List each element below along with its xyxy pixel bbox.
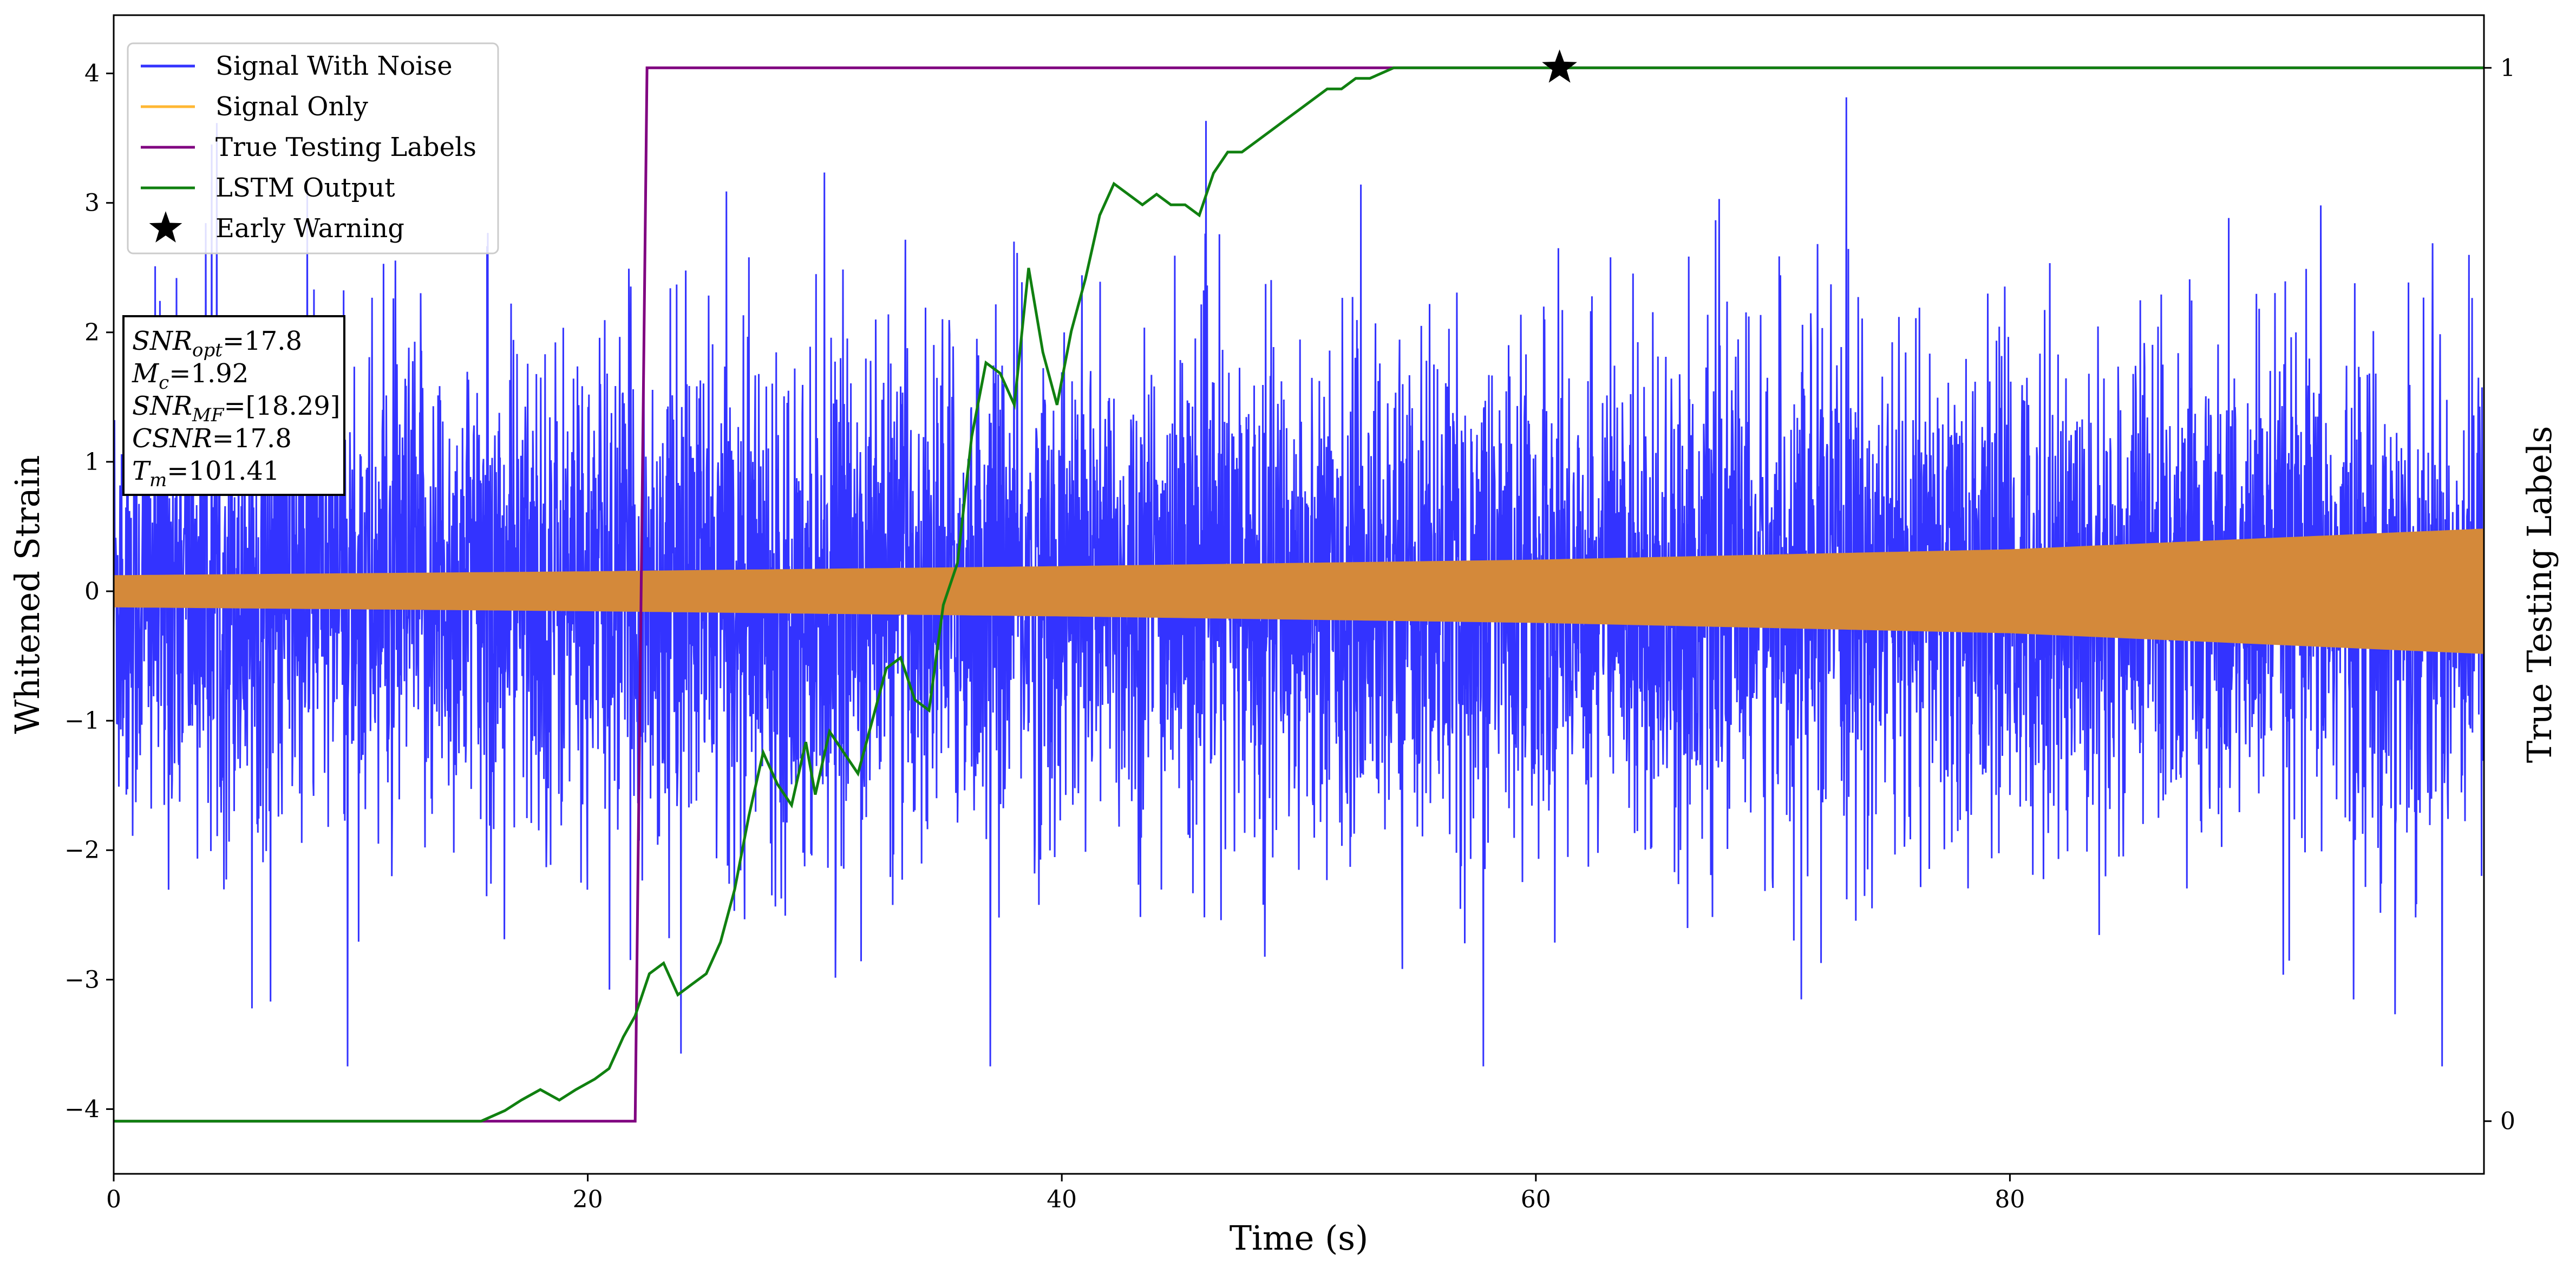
plot-frame <box>113 14 2485 1175</box>
info-line: SNRMF=[18.29] <box>132 391 341 426</box>
y-tick-label: 2 <box>84 319 100 347</box>
legend-box <box>127 42 499 254</box>
y2-tick-label: 0 <box>2500 1108 2515 1135</box>
legend-label: Signal With Noise <box>215 51 453 81</box>
y-tick-label: −2 <box>64 837 100 864</box>
x-tick-label: 20 <box>573 1186 603 1213</box>
series-lstm-output <box>114 66 2484 1123</box>
y-tick-label: 4 <box>84 60 100 88</box>
y2-axis-label: True Testing Labels <box>2520 426 2559 763</box>
info-box: SNRopt=17.8Mc=1.92SNRMF=[18.29]CSNR=17.8… <box>122 315 345 496</box>
y-axis-label: Whitened Strain <box>8 455 47 734</box>
legend-label: Early Warning <box>215 213 404 244</box>
y-tick-label: −4 <box>64 1095 100 1123</box>
info-line: Mc=1.92 <box>132 358 249 394</box>
early-warning-marker <box>1542 49 1577 83</box>
x-axis-label: Time (s) <box>1230 1218 1369 1258</box>
series-signal-only <box>114 528 2484 654</box>
info-box-frame <box>122 315 345 496</box>
info-line: SNRopt=17.8 <box>132 326 302 361</box>
x-tick-label: 40 <box>1047 1186 1077 1213</box>
y-tick-label: 0 <box>84 578 100 605</box>
info-line: CSNR=17.8 <box>132 423 292 454</box>
y-tick-label: −3 <box>64 966 100 994</box>
legend: Signal With Noise Signal Only True Testing… <box>127 42 499 254</box>
legend-marker <box>149 211 182 243</box>
legend-label: Signal Only <box>215 92 368 122</box>
x-tick-label: 0 <box>106 1186 121 1213</box>
y-tick-label: 1 <box>84 448 100 476</box>
y2-tick-label: 1 <box>2500 54 2515 82</box>
x-tick-label: 80 <box>1995 1186 2025 1213</box>
plot-area <box>114 66 2484 1123</box>
x-tick-label: 60 <box>1521 1186 1551 1213</box>
legend-label: LSTM Output <box>215 173 395 203</box>
y-tick-label: −1 <box>64 707 100 735</box>
info-line: Tm=101.41 <box>132 456 279 491</box>
y-tick-label: 3 <box>84 190 100 217</box>
legend-label: True Testing Labels <box>215 132 476 162</box>
